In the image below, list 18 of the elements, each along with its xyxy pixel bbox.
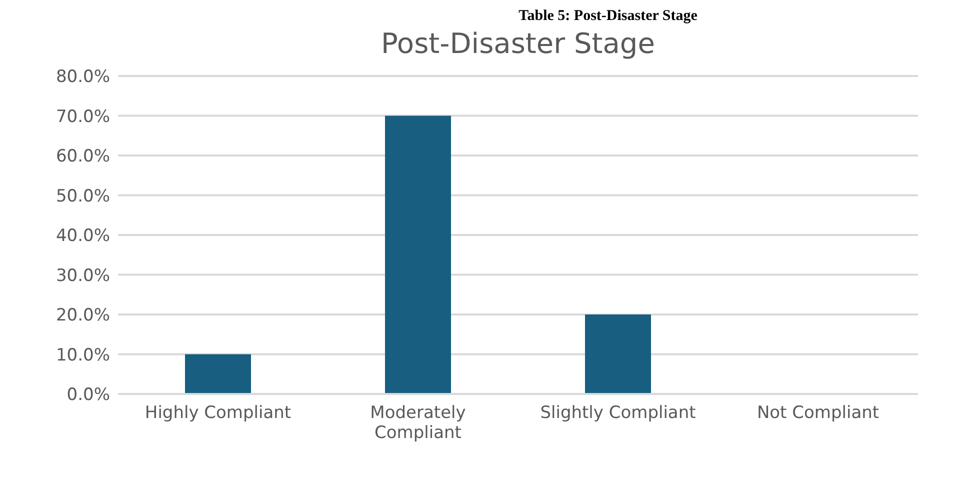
y-tick-label: 40.0% [56,226,110,246]
y-tick-label: 10.0% [56,345,110,366]
y-tick-label: 60.0% [56,146,110,167]
bar [385,116,451,394]
chart-title: Post-Disaster Stage [380,26,656,62]
y-tick-label: 50.0% [56,186,110,206]
y-tick-label: 80.0% [56,67,110,88]
y-tick-label: 0.0% [66,385,110,406]
bar [585,314,651,394]
caption: Table 5: Post-Disaster Stage [518,8,698,24]
y-tick-label: 20.0% [56,306,110,326]
x-tick-label: Highly Compliant [144,403,292,423]
x-tick-label: Slightly Compliant [540,403,696,423]
x-tick-label: Moderately Compliant [370,403,466,443]
y-tick-label: 30.0% [56,266,110,286]
y-tick-label: 70.0% [56,106,110,127]
x-tick-label: Not Compliant [756,403,880,423]
bar [185,354,251,394]
